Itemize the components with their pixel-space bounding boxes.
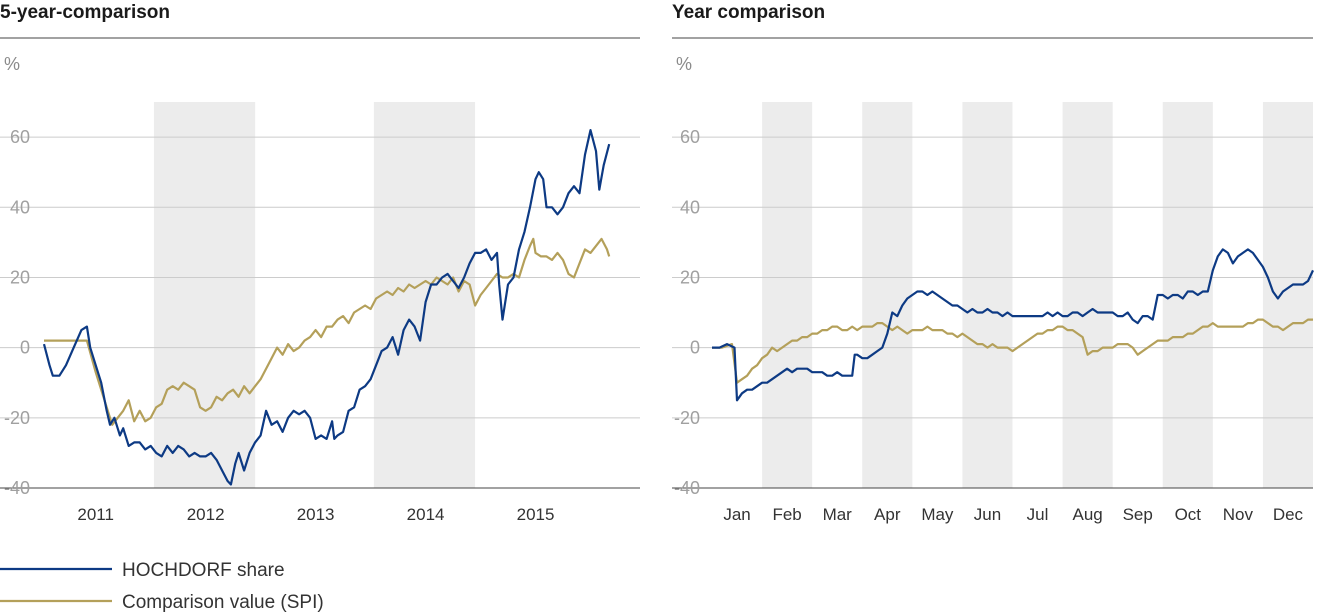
chart-title-5-year: 5-year-comparison	[0, 2, 170, 23]
chart-title-year: Year comparison	[672, 2, 825, 23]
legend-label-spi: Comparison value (SPI)	[122, 592, 324, 613]
x-tick-label: Dec	[1273, 505, 1304, 524]
y-tick-label: 20	[680, 267, 700, 287]
y-tick-label: 60	[10, 127, 30, 147]
series-line-spi	[712, 318, 1313, 384]
y-tick-label: 20	[10, 267, 30, 287]
x-tick-label: Oct	[1175, 505, 1202, 524]
plot-5-year-comparison: 60 40 20 0 -20 -40 2011 2012 2013 2014 2015	[0, 102, 640, 524]
y-unit-right: %	[676, 54, 692, 74]
x-tick-label: Apr	[874, 505, 901, 524]
series-line-hochdorf	[712, 248, 1314, 402]
plot-year-comparison: 60 40 20 0 -20 -40 Jan Feb Mar Apr May Jun Jul Aug Sep…	[672, 102, 1314, 524]
y-tick-label: 0	[690, 338, 700, 358]
legend-label-hochdorf: HOCHDORF share	[122, 560, 285, 581]
shaded-band-5	[1262, 102, 1313, 488]
x-tick-label: Jan	[723, 505, 750, 524]
x-tick-label: 2011	[77, 505, 114, 524]
y-tick-label: -40	[4, 478, 30, 498]
shaded-band-1	[862, 102, 913, 488]
x-tick-label: 2012	[187, 505, 225, 524]
y-tick-label: -20	[674, 408, 700, 428]
series-line-hochdorf	[42, 129, 611, 486]
x-tick-label: Aug	[1073, 505, 1103, 524]
y-tick-label: -40	[674, 478, 700, 498]
y-tick-label: 60	[680, 127, 700, 147]
shaded-band-2	[962, 102, 1013, 488]
y-unit-left: %	[4, 54, 20, 74]
x-tick-label: May	[921, 505, 954, 524]
shaded-band-0	[153, 102, 256, 488]
x-tick-label: Feb	[772, 505, 801, 524]
x-tick-label: Jun	[974, 505, 1001, 524]
x-tick-label: Nov	[1223, 505, 1254, 524]
x-tick-label: 2015	[517, 505, 555, 524]
series-line-spi	[44, 237, 611, 426]
legend: HOCHDORF share Comparison value (SPI)	[0, 560, 324, 613]
shaded-band-4	[1162, 102, 1213, 488]
x-tick-label: 2013	[297, 505, 335, 524]
shaded-band-1	[373, 102, 476, 488]
y-tick-label: 0	[20, 338, 30, 358]
shaded-band-0	[762, 102, 813, 488]
x-tick-label: Jul	[1027, 505, 1049, 524]
y-tick-label: -20	[4, 408, 30, 428]
y-tick-label: 40	[10, 197, 30, 217]
x-tick-label: Sep	[1123, 505, 1153, 524]
x-tick-label: 2014	[407, 505, 445, 524]
shaded-band-3	[1062, 102, 1113, 488]
x-tick-label: Mar	[823, 505, 853, 524]
y-tick-label: 40	[680, 197, 700, 217]
